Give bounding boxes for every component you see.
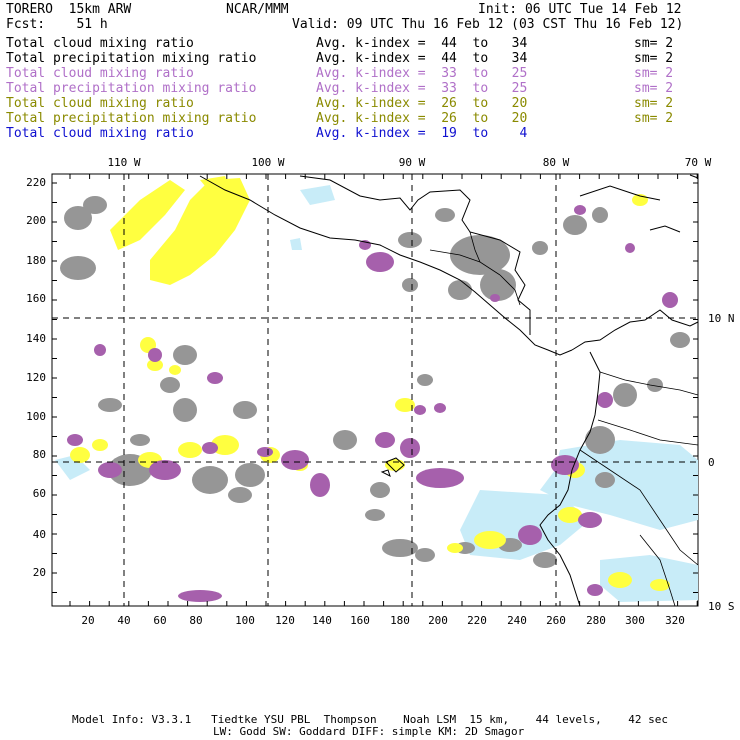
model-title: TORERO 15km ARW (6, 2, 132, 17)
bottom-tick-label: 260 (546, 614, 566, 627)
legend-field-3: Total cloud mixing ratio (6, 66, 194, 81)
legend-sm-3: sm= 2 (634, 66, 674, 81)
bottom-tick-label: 180 (390, 614, 410, 627)
legend-kindex-7: Avg. k-index = 19 to 4 (316, 126, 528, 141)
legend-kindex-1: Avg. k-index = 44 to 34 (316, 36, 528, 51)
init-time: Init: 06 UTC Tue 14 Feb 12 (478, 2, 682, 17)
top-lon-labels: 110 W 100 W 90 W 80 W 70 W (107, 156, 711, 169)
right-lat-labels: 10 N 0 10 S (708, 312, 735, 613)
bottom-tick-label: 220 (467, 614, 487, 627)
axis-ticks (52, 174, 698, 606)
bottom-tick-label: 20 (81, 614, 94, 627)
left-grid-ticks: 20 40 60 80 100 120 140 160 180 200 220 (26, 176, 46, 579)
lon-label-110w: 110 W (107, 156, 140, 169)
legend-field-4: Total precipitation mixing ratio (6, 81, 257, 96)
legend-sm-5: sm= 2 (634, 96, 674, 111)
bottom-tick-label: 80 (189, 614, 202, 627)
legend-kindex-3: Avg. k-index = 33 to 25 (316, 66, 528, 81)
bottom-tick-label: 200 (428, 614, 448, 627)
legend-kindex-2: Avg. k-index = 44 to 34 (316, 51, 528, 66)
left-tick-label: 160 (26, 292, 46, 305)
left-tick-label: 220 (26, 176, 46, 189)
legend-kindex-6: Avg. k-index = 26 to 20 (316, 111, 528, 126)
lon-label-90w: 90 W (399, 156, 426, 169)
left-tick-label: 20 (33, 566, 46, 579)
legend-sm-6: sm= 2 (634, 111, 674, 126)
left-tick-label: 140 (26, 332, 46, 345)
legend-sm-4: sm= 2 (634, 81, 674, 96)
legend-sm-1: sm= 2 (634, 36, 674, 51)
left-tick-label: 100 (26, 410, 46, 423)
coastlines (199, 174, 699, 607)
forecast-hour: Fcst: 51 h (6, 17, 108, 32)
valid-time: Valid: 09 UTC Thu 16 Feb 12 (03 CST Thu … (292, 17, 684, 32)
legend-field-7: Total cloud mixing ratio (6, 126, 194, 141)
model-info-line-2: LW: Godd SW: Goddard DIFF: simple KM: 2D… (213, 725, 525, 738)
bottom-tick-label: 280 (586, 614, 606, 627)
legend-field-2: Total precipitation mixing ratio (6, 51, 257, 66)
graticule (52, 174, 698, 606)
legend-field-1: Total cloud mixing ratio (6, 36, 194, 51)
left-tick-label: 200 (26, 214, 46, 227)
bottom-tick-label: 300 (625, 614, 645, 627)
lat-label-10n: 10 N (708, 312, 735, 325)
org-label: NCAR/MMM (226, 2, 289, 17)
left-tick-label: 120 (26, 371, 46, 384)
bottom-tick-label: 160 (350, 614, 370, 627)
left-tick-label: 60 (33, 487, 46, 500)
lat-label-10s: 10 S (708, 600, 735, 613)
legend-sm-2: sm= 2 (634, 51, 674, 66)
lat-label-0: 0 (708, 456, 715, 469)
lon-label-70w: 70 W (685, 156, 712, 169)
purple-precip-layer (67, 205, 678, 602)
bottom-tick-label: 60 (153, 614, 166, 627)
legend-field-5: Total cloud mixing ratio (6, 96, 194, 111)
bottom-tick-label: 320 (665, 614, 685, 627)
left-tick-label: 180 (26, 254, 46, 267)
bottom-grid-ticks: 20 40 60 80 100 120 140 160 180 200 220 … (81, 614, 685, 627)
lon-label-80w: 80 W (543, 156, 570, 169)
bottom-tick-label: 120 (275, 614, 295, 627)
bottom-tick-label: 140 (312, 614, 332, 627)
model-info-line-1: Model Info: V3.3.1 Tiedtke YSU PBL Thomp… (72, 713, 669, 726)
bottom-tick-label: 240 (507, 614, 527, 627)
map-frame (51, 173, 699, 607)
bottom-tick-label: 100 (235, 614, 255, 627)
left-tick-label: 80 (33, 448, 46, 461)
legend-kindex-5: Avg. k-index = 26 to 20 (316, 96, 528, 111)
bottom-tick-label: 40 (117, 614, 130, 627)
legend-field-6: Total precipitation mixing ratio (6, 111, 257, 126)
lon-label-100w: 100 W (251, 156, 284, 169)
left-tick-label: 40 (33, 528, 46, 541)
political-boundaries (429, 231, 699, 607)
legend-kindex-4: Avg. k-index = 33 to 25 (316, 81, 528, 96)
